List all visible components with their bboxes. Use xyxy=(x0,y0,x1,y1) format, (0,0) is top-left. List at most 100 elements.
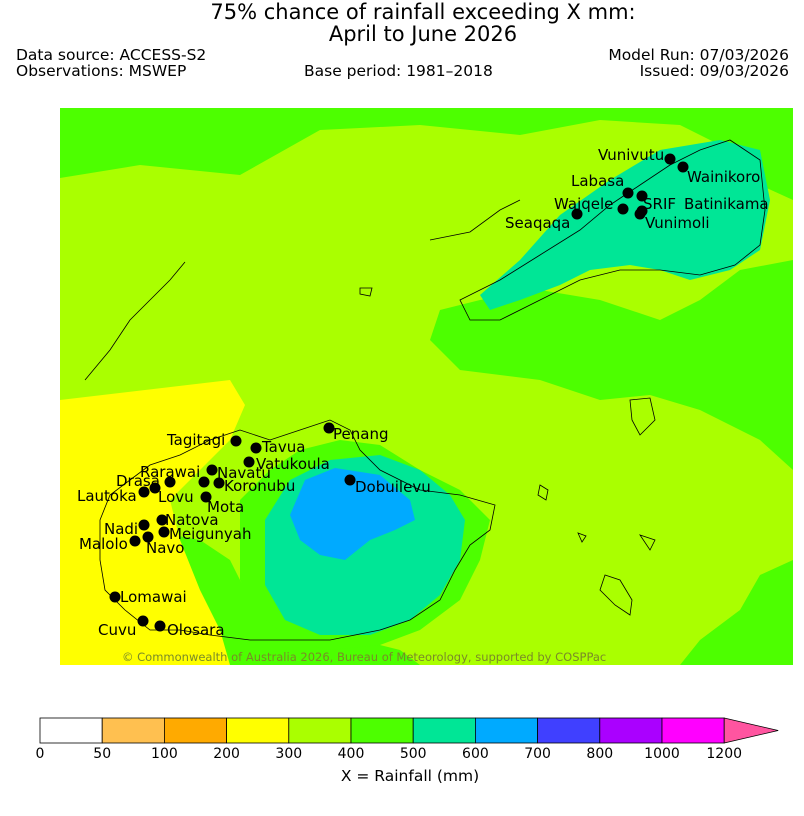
base-period-label: Base period: 1981–2018 xyxy=(304,62,493,80)
location-marker xyxy=(138,519,150,531)
location-marker xyxy=(571,208,583,220)
legend-swatch xyxy=(101,717,165,744)
legend-swatch xyxy=(537,717,601,744)
location-label: Vunimoli xyxy=(645,214,710,232)
coastline-island xyxy=(359,287,373,297)
location-marker xyxy=(138,486,150,498)
location-label: Natova xyxy=(165,511,219,529)
location-marker xyxy=(323,422,335,434)
legend-tick-label: 600 xyxy=(462,746,489,762)
location-label: Navatu xyxy=(217,464,271,482)
legend-swatch xyxy=(599,717,663,744)
location-marker xyxy=(230,435,242,447)
legend-extend-arrow xyxy=(723,717,779,744)
copyright-notice: © Commonwealth of Australia 2026, Bureau… xyxy=(122,650,606,664)
location-marker xyxy=(250,442,262,454)
issued-label: Issued: 09/03/2026 xyxy=(639,62,789,80)
location-marker xyxy=(213,477,225,489)
data-source-label: Data source: ACCESS-S2 xyxy=(16,46,207,64)
region-300-400 xyxy=(600,470,760,610)
location-marker xyxy=(206,464,218,476)
legend-swatch xyxy=(39,717,103,744)
legend-tick-label: 200 xyxy=(213,746,240,762)
legend-tick-label: 400 xyxy=(338,746,365,762)
location-marker xyxy=(617,203,629,215)
location-marker xyxy=(158,526,170,538)
legend-tick-label: 0 xyxy=(36,746,45,762)
location-marker xyxy=(142,531,154,543)
location-label: Penang xyxy=(333,425,388,443)
observations-label: Observations: MSWEP xyxy=(16,62,187,80)
location-marker xyxy=(636,190,648,202)
location-label: Navo xyxy=(146,539,184,557)
coastline-ovalau xyxy=(537,484,549,501)
coastline-yasawa xyxy=(84,261,186,381)
location-marker xyxy=(677,161,689,173)
location-marker xyxy=(109,591,121,603)
location-marker xyxy=(149,482,161,494)
region-200-300 xyxy=(60,380,245,665)
coastline-island xyxy=(577,532,587,543)
region-500-600 xyxy=(480,140,770,310)
legend-tick-label: 500 xyxy=(400,746,427,762)
location-label: Malolo xyxy=(79,535,128,553)
location-label: Dobuilevu xyxy=(355,478,431,496)
legend-tick-label: 1000 xyxy=(644,746,680,762)
location-label: Wainikoro xyxy=(687,168,760,186)
location-marker xyxy=(164,476,176,488)
location-marker xyxy=(137,615,149,627)
coastline-viti-levu xyxy=(99,419,496,641)
location-label: Lomawai xyxy=(120,588,187,606)
location-label: Rarawai xyxy=(140,463,200,481)
legend-tick-label: 800 xyxy=(586,746,613,762)
location-marker xyxy=(664,153,676,165)
location-label: Cuvu xyxy=(98,621,136,639)
location-marker xyxy=(129,535,141,547)
location-label: Vunivutu xyxy=(598,146,664,164)
location-label: Seaqaqa xyxy=(505,214,570,232)
legend-tick-label: 700 xyxy=(524,746,551,762)
location-marker xyxy=(198,476,210,488)
location-label: Tagitagi xyxy=(166,431,225,449)
location-marker xyxy=(156,514,168,526)
location-marker xyxy=(243,456,255,468)
legend-tick-label: 1200 xyxy=(706,746,742,762)
location-label: Mota xyxy=(207,498,244,516)
model-run-label: Model Run: 07/03/2026 xyxy=(608,46,789,64)
legend-swatch xyxy=(474,717,538,744)
coastline-vanua-levu xyxy=(459,139,766,321)
location-label: Drasa xyxy=(116,472,160,490)
location-marker xyxy=(622,187,634,199)
legend-swatch xyxy=(350,717,414,744)
location-label: Tavua xyxy=(261,438,305,456)
location-label: Labasa xyxy=(571,172,624,190)
location-marker xyxy=(344,474,356,486)
legend-swatch xyxy=(226,717,290,744)
legend-xlabel: X = Rainfall (mm) xyxy=(341,767,479,785)
location-label: SRIF xyxy=(643,195,676,213)
map-title-line1: 75% chance of rainfall exceeding X mm: xyxy=(210,0,636,24)
legend-swatch xyxy=(661,717,725,744)
legend-tick-label: 100 xyxy=(151,746,178,762)
location-label: Nadi xyxy=(104,520,138,538)
location-marker xyxy=(154,620,166,632)
legend-tick-label: 50 xyxy=(93,746,111,762)
location-label: Meigunyah xyxy=(169,525,251,543)
coastline-kadavu xyxy=(599,574,633,616)
location-label: Koronubu xyxy=(224,477,295,495)
location-label: Waiqele xyxy=(554,195,613,213)
location-markers: Vunivutu Wainikoro Labasa Waiqele SRIF Batini… xyxy=(77,146,769,639)
legend-swatch xyxy=(412,717,476,744)
legend-swatch xyxy=(288,717,352,744)
location-marker xyxy=(634,208,646,220)
coastline-island xyxy=(639,534,656,551)
legend-swatch xyxy=(163,717,227,744)
region-600-700 xyxy=(290,468,415,560)
rainfall-map: © Commonwealth of Australia 2026, Bureau… xyxy=(60,108,793,665)
location-label: Lovu xyxy=(158,488,194,506)
map-title-line2: April to June 2026 xyxy=(328,22,518,46)
location-label: Lautoka xyxy=(77,487,137,505)
location-label: Olosara xyxy=(167,621,225,639)
location-label: Vatukoula xyxy=(256,455,330,473)
